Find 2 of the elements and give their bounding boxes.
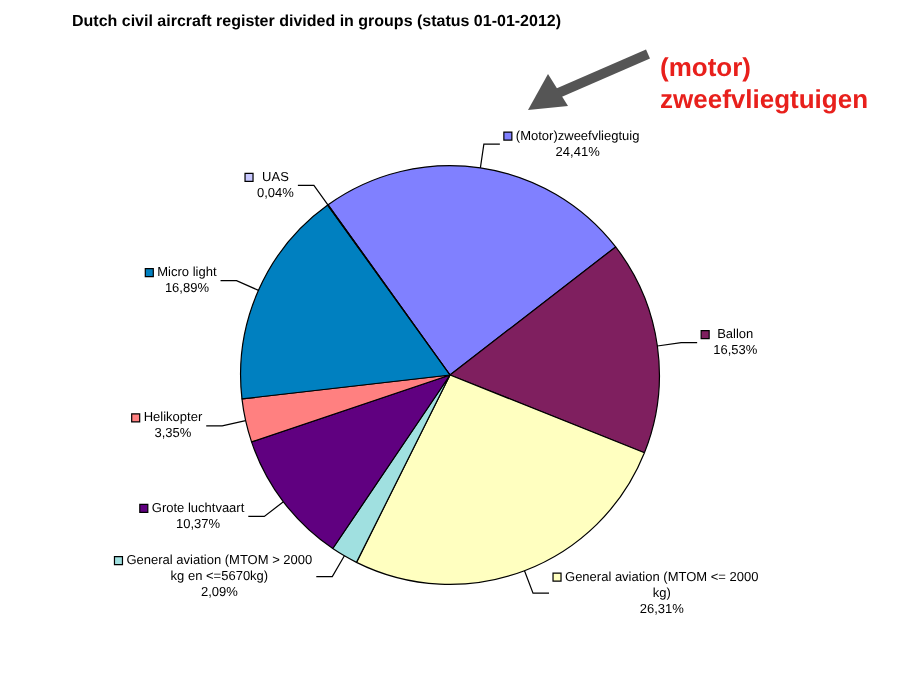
chart-title: Dutch civil aircraft register divided in groups (status 01-01-2012)	[72, 12, 562, 30]
text: (motor) zweefvliegtuigen	[660, 52, 871, 116]
